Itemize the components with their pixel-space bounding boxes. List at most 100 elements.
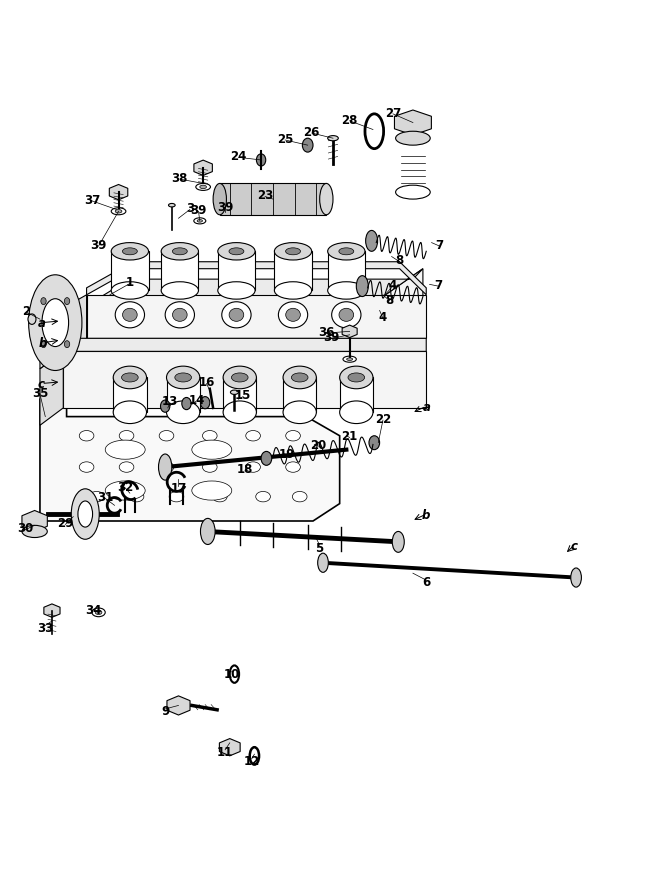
Text: 31: 31 — [97, 491, 113, 503]
Ellipse shape — [121, 374, 139, 382]
Ellipse shape — [172, 308, 187, 322]
Text: b: b — [422, 508, 430, 521]
Circle shape — [28, 315, 36, 325]
Ellipse shape — [340, 401, 373, 424]
Ellipse shape — [192, 481, 232, 501]
Text: 15: 15 — [235, 389, 251, 401]
Ellipse shape — [194, 219, 206, 224]
Ellipse shape — [192, 441, 232, 460]
Ellipse shape — [42, 299, 69, 347]
Ellipse shape — [366, 231, 378, 252]
Ellipse shape — [105, 481, 145, 501]
Text: 14: 14 — [188, 394, 204, 406]
Bar — [161, 252, 198, 291]
Ellipse shape — [332, 302, 361, 328]
Ellipse shape — [111, 282, 149, 300]
Text: 29: 29 — [57, 517, 73, 529]
Circle shape — [161, 401, 170, 413]
Ellipse shape — [29, 275, 82, 371]
Text: 1: 1 — [126, 276, 134, 289]
Ellipse shape — [92, 608, 105, 617]
Ellipse shape — [283, 367, 316, 389]
Text: 39: 39 — [91, 239, 107, 251]
Circle shape — [41, 298, 46, 305]
Ellipse shape — [348, 374, 365, 382]
Ellipse shape — [328, 282, 365, 300]
Circle shape — [261, 452, 272, 466]
Text: 8: 8 — [386, 294, 394, 306]
Ellipse shape — [283, 401, 316, 424]
Ellipse shape — [328, 136, 338, 142]
Text: 7: 7 — [434, 279, 442, 291]
Circle shape — [41, 342, 46, 348]
Ellipse shape — [111, 243, 149, 261]
Text: 22: 22 — [375, 413, 391, 425]
Ellipse shape — [223, 367, 256, 389]
Circle shape — [182, 398, 191, 410]
Ellipse shape — [172, 249, 187, 255]
Text: b: b — [39, 337, 47, 349]
Text: 20: 20 — [310, 439, 326, 451]
Ellipse shape — [356, 276, 368, 297]
Ellipse shape — [111, 209, 126, 216]
Ellipse shape — [202, 431, 217, 441]
Ellipse shape — [320, 184, 333, 216]
Text: 7: 7 — [436, 239, 444, 251]
Ellipse shape — [230, 390, 238, 395]
Ellipse shape — [113, 367, 147, 389]
Ellipse shape — [169, 492, 184, 502]
Polygon shape — [63, 295, 87, 352]
Text: 6: 6 — [422, 576, 430, 588]
Ellipse shape — [196, 184, 210, 191]
Ellipse shape — [213, 184, 226, 216]
Ellipse shape — [202, 462, 217, 473]
Ellipse shape — [218, 282, 255, 300]
Text: 8: 8 — [396, 255, 404, 267]
Text: c: c — [38, 378, 45, 390]
Ellipse shape — [95, 610, 102, 615]
Ellipse shape — [159, 431, 174, 441]
Ellipse shape — [165, 302, 194, 328]
Ellipse shape — [168, 204, 175, 208]
Ellipse shape — [396, 132, 430, 146]
Ellipse shape — [278, 302, 308, 328]
Text: 17: 17 — [170, 482, 186, 494]
Bar — [328, 252, 365, 291]
Text: 39: 39 — [190, 204, 206, 216]
Polygon shape — [87, 295, 426, 339]
Ellipse shape — [79, 462, 94, 473]
Ellipse shape — [318, 554, 328, 573]
Polygon shape — [167, 696, 190, 715]
Ellipse shape — [256, 492, 270, 502]
Text: 9: 9 — [161, 705, 169, 717]
Ellipse shape — [79, 431, 94, 441]
Polygon shape — [394, 111, 432, 136]
Polygon shape — [90, 269, 423, 304]
Bar — [218, 252, 255, 291]
Ellipse shape — [246, 462, 260, 473]
Ellipse shape — [161, 282, 198, 300]
Ellipse shape — [115, 302, 145, 328]
Ellipse shape — [22, 526, 47, 538]
Text: 13: 13 — [162, 395, 178, 408]
Circle shape — [302, 139, 313, 153]
Text: 32: 32 — [117, 481, 133, 493]
Ellipse shape — [229, 249, 244, 255]
Ellipse shape — [212, 492, 227, 502]
Polygon shape — [342, 326, 357, 338]
Bar — [274, 252, 312, 291]
Polygon shape — [109, 185, 128, 201]
Text: 5: 5 — [316, 541, 324, 554]
Ellipse shape — [218, 243, 255, 261]
Ellipse shape — [78, 501, 93, 527]
Text: 19: 19 — [278, 448, 294, 460]
Text: 10: 10 — [224, 667, 240, 680]
Ellipse shape — [286, 462, 300, 473]
Text: c: c — [571, 540, 577, 552]
Ellipse shape — [89, 492, 104, 502]
Text: 23: 23 — [257, 189, 273, 202]
Circle shape — [256, 155, 266, 167]
Ellipse shape — [571, 568, 581, 587]
Ellipse shape — [115, 210, 122, 214]
Ellipse shape — [246, 431, 260, 441]
